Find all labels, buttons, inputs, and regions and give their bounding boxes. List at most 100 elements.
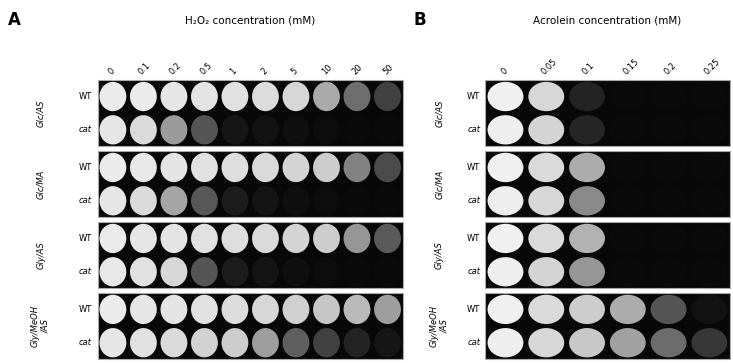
Ellipse shape — [569, 82, 605, 111]
Ellipse shape — [252, 186, 279, 215]
Ellipse shape — [252, 257, 279, 286]
Ellipse shape — [374, 224, 401, 253]
Ellipse shape — [344, 295, 370, 324]
Ellipse shape — [528, 186, 564, 215]
Ellipse shape — [691, 153, 727, 182]
Text: 50: 50 — [381, 62, 395, 76]
Ellipse shape — [191, 224, 218, 253]
Text: 0.25: 0.25 — [703, 57, 722, 76]
Ellipse shape — [130, 115, 157, 144]
Ellipse shape — [313, 224, 340, 253]
Ellipse shape — [221, 328, 248, 357]
Ellipse shape — [221, 153, 248, 182]
Ellipse shape — [100, 224, 126, 253]
Ellipse shape — [610, 186, 646, 215]
Ellipse shape — [191, 82, 218, 111]
Ellipse shape — [313, 257, 340, 286]
Text: WT: WT — [467, 234, 480, 243]
Text: Glc/MA: Glc/MA — [435, 170, 444, 199]
Ellipse shape — [161, 295, 188, 324]
Ellipse shape — [130, 82, 157, 111]
Ellipse shape — [691, 115, 727, 144]
Text: WT: WT — [467, 305, 480, 314]
Ellipse shape — [610, 153, 646, 182]
Ellipse shape — [130, 257, 157, 286]
Ellipse shape — [528, 257, 564, 286]
Text: Glc/MA: Glc/MA — [36, 170, 45, 199]
Ellipse shape — [161, 115, 188, 144]
Ellipse shape — [313, 295, 340, 324]
Ellipse shape — [130, 186, 157, 215]
Ellipse shape — [344, 115, 370, 144]
Ellipse shape — [313, 115, 340, 144]
Ellipse shape — [221, 82, 248, 111]
Ellipse shape — [651, 115, 687, 144]
Text: B: B — [413, 11, 426, 29]
Ellipse shape — [569, 224, 605, 253]
Ellipse shape — [651, 257, 687, 286]
Text: 10: 10 — [320, 62, 334, 76]
Text: WT: WT — [78, 305, 92, 314]
Text: WT: WT — [78, 163, 92, 172]
Text: 0.05: 0.05 — [540, 57, 559, 76]
Ellipse shape — [344, 224, 370, 253]
Ellipse shape — [100, 115, 126, 144]
Ellipse shape — [651, 224, 687, 253]
Ellipse shape — [610, 328, 646, 357]
Bar — [97, 222, 402, 288]
Text: WT: WT — [78, 234, 92, 243]
Text: WT: WT — [467, 92, 480, 101]
Text: cat: cat — [467, 125, 480, 134]
Ellipse shape — [569, 328, 605, 357]
Ellipse shape — [374, 328, 401, 357]
Text: Acrolein concentration (mM): Acrolein concentration (mM) — [534, 15, 682, 25]
Text: 2: 2 — [259, 66, 269, 76]
Ellipse shape — [161, 224, 188, 253]
Ellipse shape — [252, 224, 279, 253]
Ellipse shape — [528, 295, 564, 324]
Ellipse shape — [374, 153, 401, 182]
Ellipse shape — [569, 295, 605, 324]
Ellipse shape — [100, 328, 126, 357]
Ellipse shape — [487, 186, 523, 215]
Ellipse shape — [691, 82, 727, 111]
Ellipse shape — [374, 257, 401, 286]
Text: Gly/MeOH
/AS: Gly/MeOH /AS — [31, 305, 51, 347]
Ellipse shape — [487, 328, 523, 357]
Ellipse shape — [528, 153, 564, 182]
Ellipse shape — [651, 153, 687, 182]
Text: WT: WT — [467, 163, 480, 172]
Ellipse shape — [100, 257, 126, 286]
Ellipse shape — [221, 115, 248, 144]
Text: 0.5: 0.5 — [198, 61, 214, 76]
Text: 0.1: 0.1 — [581, 61, 597, 76]
Ellipse shape — [691, 295, 727, 324]
Bar — [485, 293, 730, 359]
Ellipse shape — [610, 82, 646, 111]
Ellipse shape — [130, 153, 157, 182]
Text: 0: 0 — [106, 66, 117, 76]
Ellipse shape — [191, 186, 218, 215]
Ellipse shape — [374, 186, 401, 215]
Text: cat: cat — [78, 125, 92, 134]
Ellipse shape — [344, 153, 370, 182]
Ellipse shape — [691, 186, 727, 215]
Ellipse shape — [221, 295, 248, 324]
Ellipse shape — [100, 82, 126, 111]
Text: cat: cat — [467, 196, 480, 205]
Text: WT: WT — [78, 92, 92, 101]
Ellipse shape — [282, 328, 309, 357]
Ellipse shape — [487, 224, 523, 253]
Ellipse shape — [282, 186, 309, 215]
Ellipse shape — [610, 257, 646, 286]
Ellipse shape — [130, 328, 157, 357]
Ellipse shape — [569, 257, 605, 286]
Ellipse shape — [191, 295, 218, 324]
Ellipse shape — [313, 328, 340, 357]
Ellipse shape — [528, 82, 564, 111]
Ellipse shape — [161, 257, 188, 286]
Ellipse shape — [651, 328, 687, 357]
Ellipse shape — [161, 82, 188, 111]
Ellipse shape — [313, 186, 340, 215]
Ellipse shape — [221, 186, 248, 215]
